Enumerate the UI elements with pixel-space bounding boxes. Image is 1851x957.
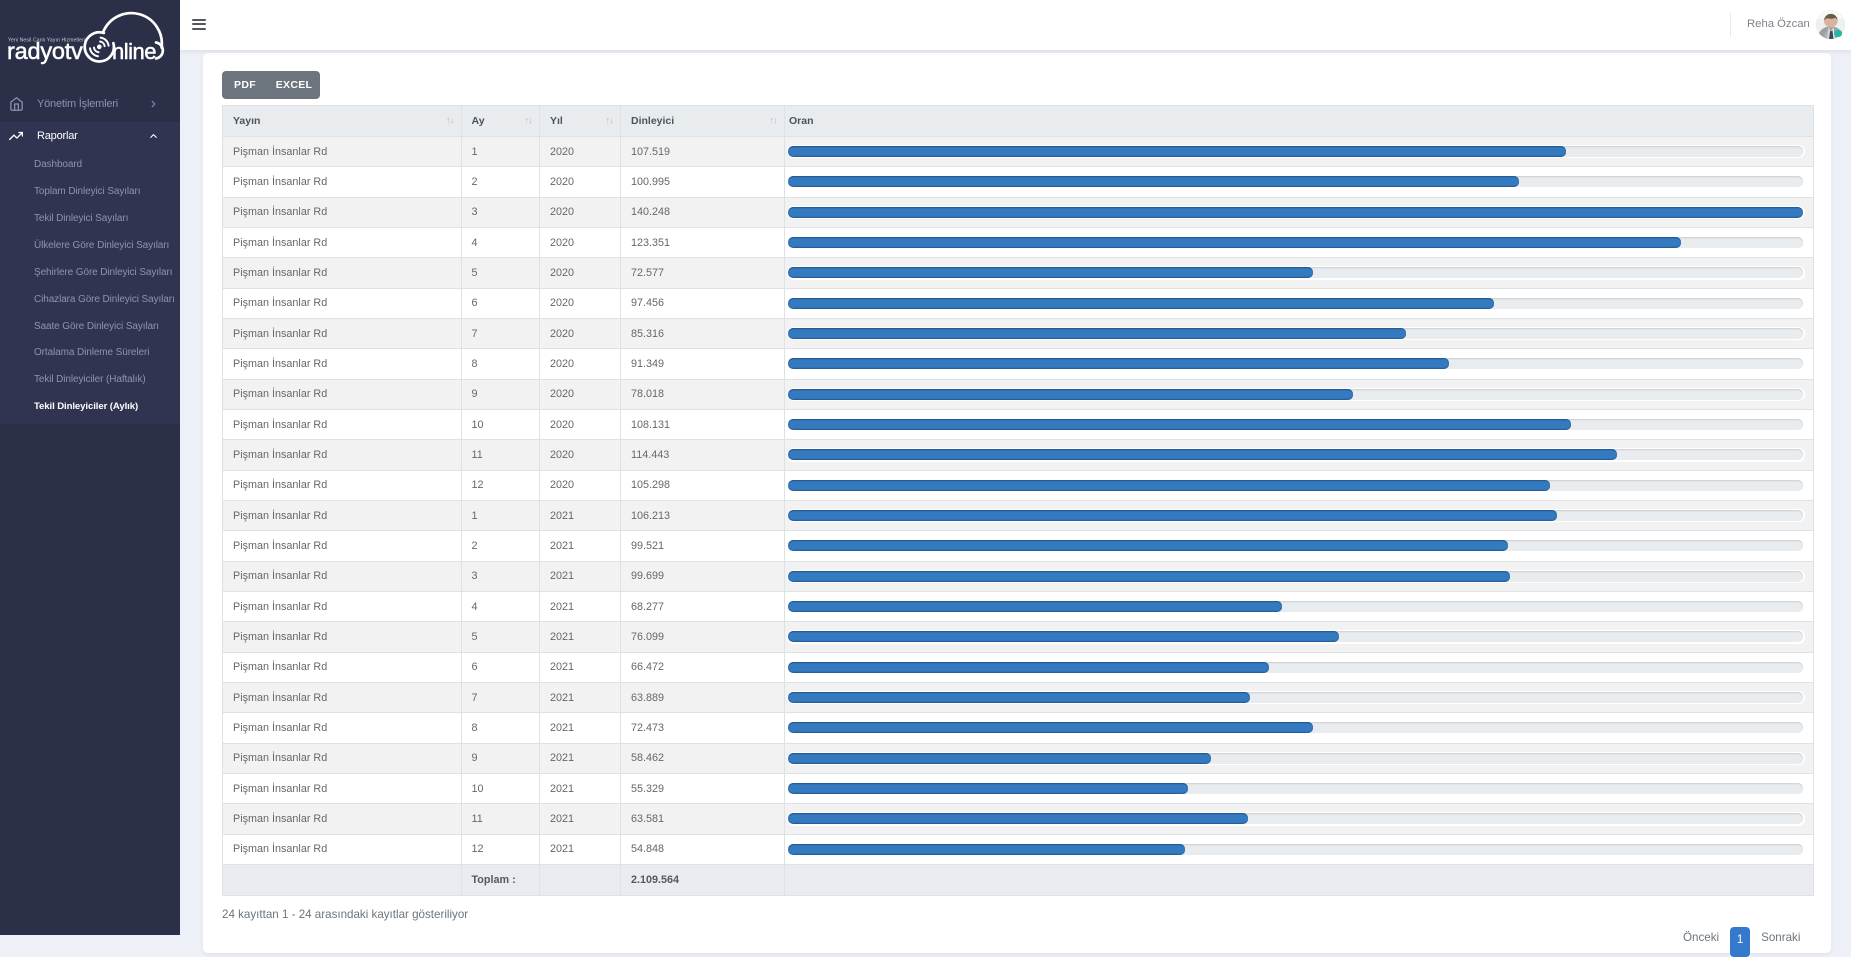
svg-text:Yeni Nesil Canlı Yayın Hizmetl: Yeni Nesil Canlı Yayın Hizmetleri	[8, 38, 85, 44]
svg-text:radyotv: radyotv	[7, 38, 83, 64]
svg-text:nline: nline	[112, 39, 156, 64]
